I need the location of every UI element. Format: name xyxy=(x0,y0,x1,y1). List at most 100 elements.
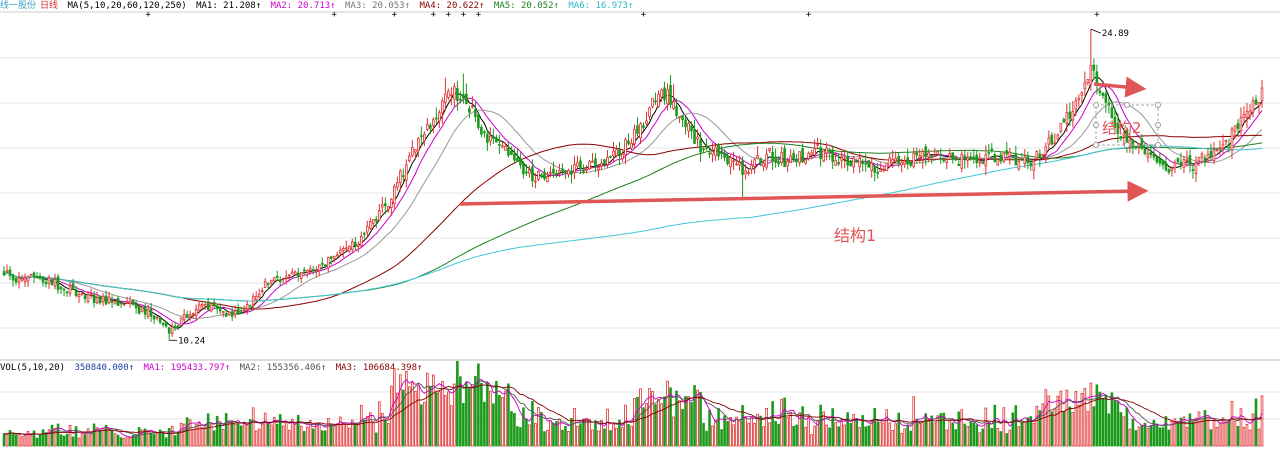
candle xyxy=(387,205,390,213)
volume-bar xyxy=(492,403,495,447)
volume-bar xyxy=(1020,421,1024,447)
stock-name: 线一股份 xyxy=(0,1,37,11)
candle xyxy=(585,164,588,174)
candle xyxy=(690,121,693,140)
candle xyxy=(954,155,958,162)
candle-body xyxy=(774,156,777,163)
candle xyxy=(137,305,141,315)
candle xyxy=(567,168,570,178)
volume-bar xyxy=(744,416,747,447)
volume-bar xyxy=(666,380,669,447)
volume-bar xyxy=(936,415,940,447)
period-label: 日线 xyxy=(40,1,59,11)
volume-bar xyxy=(498,395,501,447)
candle-body xyxy=(338,249,342,254)
volume-bar xyxy=(1092,406,1096,447)
volume-bar xyxy=(888,422,892,447)
candle xyxy=(1140,133,1144,150)
candle xyxy=(17,272,21,289)
volume-bar xyxy=(1173,418,1177,447)
candle-body xyxy=(564,170,567,173)
volume-bar xyxy=(681,409,684,447)
candle xyxy=(615,145,618,158)
candle xyxy=(822,150,825,163)
candle xyxy=(699,131,702,162)
volume-bar xyxy=(531,401,534,447)
candle-body xyxy=(681,115,684,121)
candle xyxy=(462,73,465,104)
candle xyxy=(1107,97,1111,114)
volume-bar xyxy=(224,413,228,447)
candle xyxy=(1002,152,1006,164)
candle-body xyxy=(987,152,991,154)
candle-body xyxy=(651,97,654,107)
candle-body xyxy=(984,154,988,167)
candle-body xyxy=(1170,168,1174,172)
ma6-value: MA6: 16.973↑ xyxy=(568,1,634,11)
candle xyxy=(1059,123,1063,134)
candle-body xyxy=(1047,137,1051,145)
volume-bar xyxy=(909,430,913,447)
volume-bar xyxy=(723,415,726,447)
candle-body xyxy=(5,270,9,273)
candle-body xyxy=(1251,100,1255,113)
candle xyxy=(390,198,393,217)
candle xyxy=(335,251,339,259)
volume-bar xyxy=(1161,427,1165,447)
candle-body xyxy=(110,298,114,303)
volume-bar xyxy=(495,380,498,447)
vol-value: 350840.000↑ xyxy=(74,363,135,373)
candle xyxy=(80,292,84,296)
candle xyxy=(423,131,426,147)
candle xyxy=(1098,87,1102,96)
volume-bar xyxy=(987,421,991,447)
candle xyxy=(1221,134,1225,154)
candle-body xyxy=(855,160,858,163)
candle-body xyxy=(900,161,904,166)
selection-handle xyxy=(1093,102,1099,108)
candle xyxy=(254,291,258,302)
candle-body xyxy=(35,276,39,278)
vol-ma1-value: MA1: 195433.797↑ xyxy=(143,363,231,373)
candle xyxy=(756,146,759,159)
candle xyxy=(1035,150,1039,161)
volume-bar xyxy=(359,404,363,447)
volume-bar xyxy=(320,430,324,447)
volume-bar xyxy=(185,417,189,447)
vol-ma3-line xyxy=(3,384,1263,435)
volume-bar xyxy=(783,397,786,447)
candle xyxy=(984,145,988,175)
candle-body xyxy=(1044,146,1048,155)
volume-bar xyxy=(504,390,507,447)
candle-body xyxy=(510,150,513,155)
volume-bar xyxy=(20,436,24,447)
candle-body xyxy=(158,317,162,323)
volume-bar xyxy=(921,422,925,447)
candle xyxy=(384,197,387,214)
volume-bar xyxy=(918,423,922,447)
candle xyxy=(945,158,949,170)
candle xyxy=(936,151,940,156)
volume-bar xyxy=(480,383,483,447)
candle-body xyxy=(206,301,210,310)
event-marker: + xyxy=(446,10,452,20)
candle-body xyxy=(1029,162,1033,167)
event-marker: + xyxy=(476,10,482,20)
volume-bar xyxy=(741,405,744,447)
candle-body xyxy=(657,93,660,107)
candle-body xyxy=(504,146,507,151)
volume-bar xyxy=(837,426,840,447)
candle xyxy=(377,204,381,221)
volume-bar xyxy=(1167,429,1171,447)
candle xyxy=(939,148,943,164)
candle-body xyxy=(507,147,510,156)
candle-body xyxy=(266,282,270,285)
candle-body xyxy=(1236,123,1240,129)
volume-bar xyxy=(522,407,525,447)
volume-bar xyxy=(1023,421,1027,447)
candle xyxy=(543,168,546,182)
candle xyxy=(1146,148,1150,163)
volume-bar xyxy=(35,437,39,447)
candle xyxy=(879,162,882,172)
candle xyxy=(564,169,567,180)
